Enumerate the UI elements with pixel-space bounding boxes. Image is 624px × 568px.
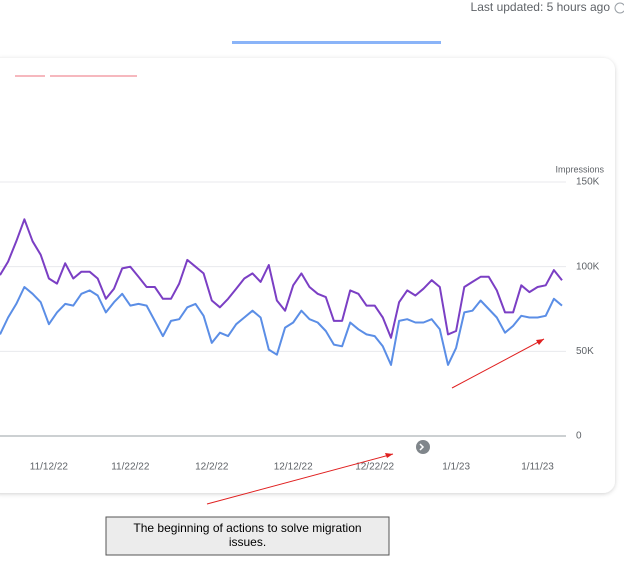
annotation-text: The beginning of actions to solve migrat… xyxy=(133,521,362,549)
red-arrowhead xyxy=(385,453,393,458)
x-tick-label: 1/1/23 xyxy=(442,462,470,473)
y-tick-label: 0 xyxy=(576,431,582,442)
red-arrow xyxy=(206,453,394,505)
series-line xyxy=(0,286,563,366)
x-tick-label: 11/12/22 xyxy=(30,462,69,473)
marker-arrow xyxy=(419,443,425,451)
red-arrow xyxy=(451,338,545,389)
x-tick-label: 12/12/22 xyxy=(274,462,313,473)
chart-card xyxy=(0,58,615,493)
tab-indicator xyxy=(232,41,441,44)
annotation-wrap: The beginning of actions to solve migrat… xyxy=(133,521,362,549)
help-icon[interactable] xyxy=(614,2,624,14)
annotation-box xyxy=(105,516,390,556)
plot: 0 50K 100K 150K 11/12/22 11/22/22 12/2/22 12/12… xyxy=(0,177,600,473)
last-updated: Last updated: 5 hours ago xyxy=(471,0,611,14)
x-tick-label: 12/2/22 xyxy=(195,462,229,473)
y-tick-label: 150K xyxy=(576,177,600,188)
series-line xyxy=(0,218,563,339)
y-tick-label: 50K xyxy=(576,346,594,357)
y-tick-label: 100K xyxy=(576,261,600,272)
red-arrowhead xyxy=(536,339,544,345)
x-tick-label: 11/22/22 xyxy=(111,462,150,473)
x-tick-label: 1/11/23 xyxy=(521,462,554,473)
y-axis-label: Impressions xyxy=(555,164,604,174)
x-tick-label: 12/22/22 xyxy=(355,462,394,473)
